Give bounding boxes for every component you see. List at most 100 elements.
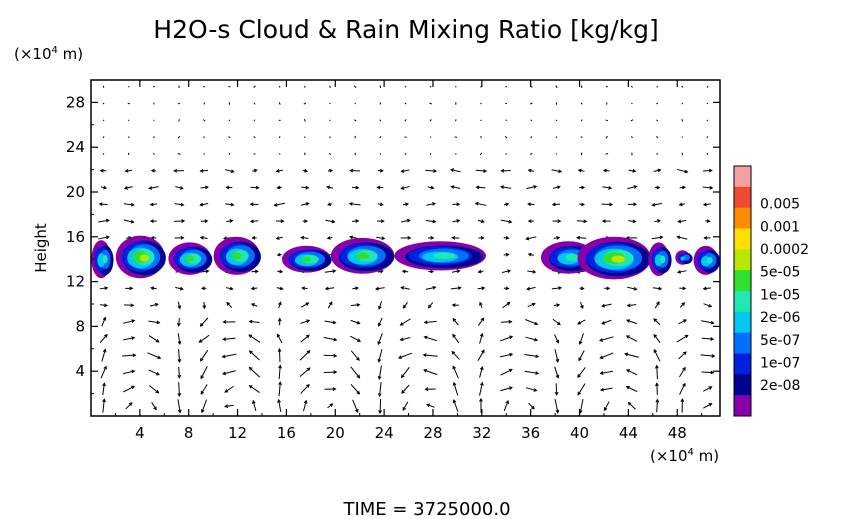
y-axis-label: Height — [32, 223, 50, 273]
wind-vector — [276, 236, 283, 240]
wind-vector — [528, 402, 535, 410]
wind-vector-head — [625, 335, 630, 339]
wind-vector-head — [505, 236, 510, 240]
wind-vector — [378, 301, 383, 310]
wind-vector-head — [508, 319, 513, 324]
wind-vector-head — [479, 397, 483, 402]
wind-vector — [249, 320, 260, 323]
wind-vector — [577, 319, 586, 325]
wind-vector-head — [709, 185, 714, 190]
wind-vector-head — [248, 366, 253, 371]
wind-vector — [600, 352, 614, 359]
wind-vector — [300, 384, 310, 394]
x-tick-label: 8 — [184, 424, 194, 442]
colorbar-swatch — [734, 186, 751, 209]
wind-vector — [147, 352, 161, 359]
wind-vector — [303, 118, 306, 122]
wind-vector-head — [506, 301, 511, 306]
wind-vector-head — [131, 369, 136, 374]
wind-vector-head — [480, 317, 485, 322]
x-tick-label: 20 — [326, 424, 345, 442]
wind-vector — [626, 319, 638, 325]
wind-vector — [222, 370, 236, 375]
wind-vector — [503, 400, 509, 412]
colorbar-label: 1e-07 — [760, 355, 800, 371]
wind-vector — [278, 382, 281, 397]
wind-vector — [706, 136, 709, 139]
wind-vector-head — [305, 334, 310, 339]
wind-vector — [329, 85, 331, 88]
wind-vector — [226, 287, 233, 290]
colorbar-swatch — [734, 249, 751, 271]
y-tick-label: 8 — [75, 317, 85, 335]
wind-vector-head — [656, 185, 661, 190]
wind-vector — [122, 320, 135, 324]
wind-vector-head — [376, 185, 381, 190]
wind-vector-head — [655, 382, 659, 387]
wind-vector — [580, 119, 583, 122]
wind-vector — [480, 85, 482, 88]
wind-vector-head — [451, 303, 456, 307]
y-axis-ticks: 4 8 12 16 20 24 28 — [66, 93, 720, 395]
wind-vector-head — [225, 185, 230, 190]
wind-vector-head — [179, 186, 184, 190]
wind-vector — [202, 119, 206, 122]
wind-vector — [278, 153, 281, 155]
colorbar-frame — [733, 165, 752, 417]
wind-vector — [701, 337, 714, 340]
wind-vector-head — [156, 320, 161, 325]
wind-vector — [600, 387, 613, 391]
wind-vector — [177, 152, 181, 155]
wind-vector-head — [277, 317, 282, 322]
wind-vector — [502, 302, 510, 309]
wind-vector — [654, 301, 660, 309]
wind-vector — [177, 333, 181, 345]
wind-vector — [480, 102, 482, 105]
wind-vector — [703, 403, 712, 409]
wind-vector-head — [424, 387, 429, 392]
wind-vector — [351, 186, 359, 189]
wind-vector — [554, 334, 559, 344]
colorbar-label: 0.005 — [760, 197, 800, 213]
colorbar-label: 0.001 — [760, 219, 800, 235]
wind-vector-head — [533, 388, 538, 392]
wind-vector-head — [199, 235, 204, 240]
wind-vector — [253, 85, 256, 89]
wind-vector — [379, 135, 382, 139]
wind-vector-head — [505, 202, 510, 207]
wind-vector — [477, 350, 485, 362]
wind-vector-head — [680, 398, 685, 403]
cloud-contour — [97, 253, 106, 268]
wind-vector-head — [332, 387, 337, 391]
wind-vector — [479, 382, 483, 396]
wind-vector — [577, 367, 586, 378]
wind-vector-head — [654, 364, 659, 369]
colorbar-swatch — [734, 311, 751, 334]
wind-vector-head — [527, 168, 532, 173]
wind-vector — [379, 119, 382, 122]
wind-vector-head — [248, 385, 253, 389]
wind-vector — [528, 203, 535, 206]
wind-vector-head — [277, 348, 282, 352]
wind-vector — [451, 186, 461, 189]
wind-vector-head — [556, 303, 561, 307]
x-tick-label: 44 — [619, 424, 638, 442]
wind-vector-head — [626, 369, 630, 373]
wind-vector-head — [201, 286, 206, 291]
wind-vector-head — [349, 168, 354, 173]
wind-vector — [152, 152, 155, 155]
wind-vector — [626, 369, 638, 376]
wind-vector — [701, 371, 714, 374]
wind-vector — [253, 102, 256, 105]
wind-vector — [656, 136, 659, 139]
wind-vector-head — [633, 185, 638, 189]
y-tick-label: 24 — [66, 138, 85, 156]
wind-vector-head — [555, 374, 560, 379]
wind-vector — [228, 136, 231, 138]
wind-vector-head — [556, 185, 561, 190]
wind-vector — [201, 399, 207, 413]
wind-vector-head — [222, 320, 227, 324]
wind-vector — [203, 136, 206, 138]
wind-vector — [401, 366, 410, 378]
